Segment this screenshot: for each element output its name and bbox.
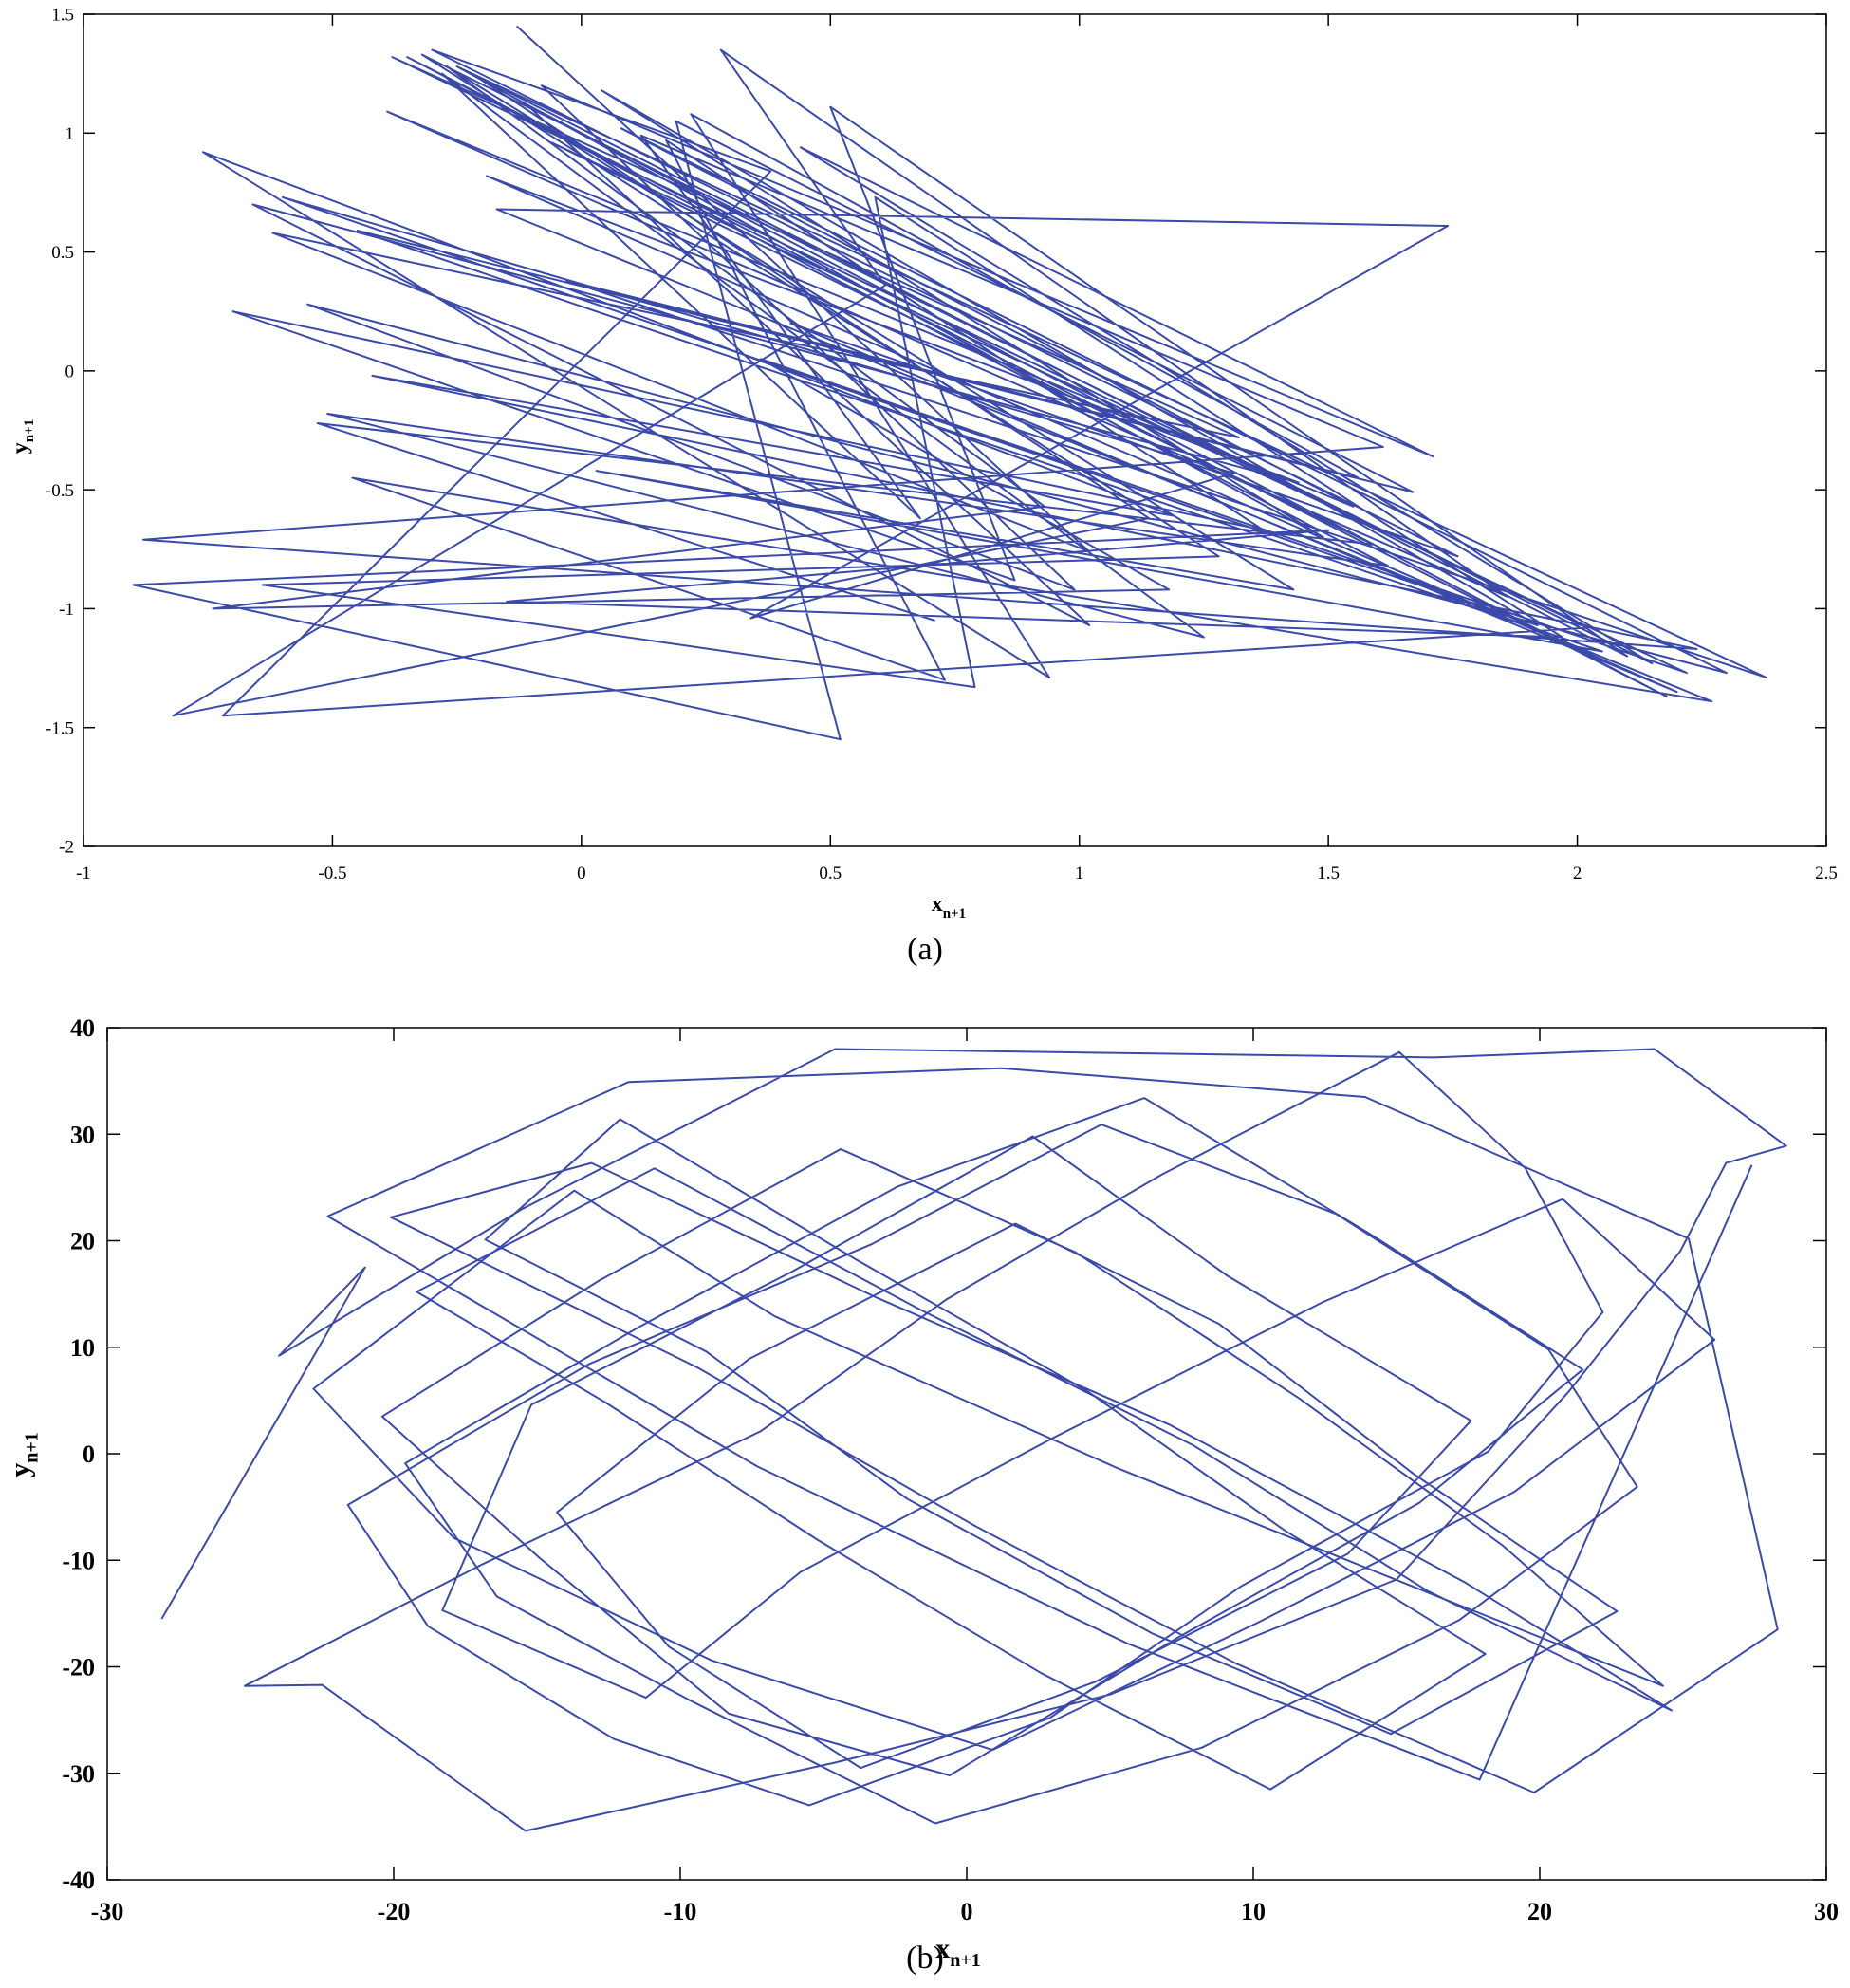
- y-tick-label: 1.5: [51, 6, 74, 26]
- y-axis-label: yn+1: [8, 419, 37, 454]
- y-tick-label: 20: [70, 1228, 95, 1255]
- y-tick-label: -30: [62, 1760, 95, 1788]
- y-axis-label: yn+1: [5, 1432, 43, 1477]
- x-tick-label: -0.5: [318, 864, 346, 883]
- series-line-b: [160, 1048, 1787, 1832]
- y-axis-label-main: y: [5, 1463, 36, 1477]
- caption-a: (a): [907, 932, 943, 967]
- y-axis-label-subscript: n+1: [22, 1432, 43, 1463]
- y-tick-label: 10: [70, 1334, 95, 1362]
- y-tick-label: 40: [70, 1014, 95, 1042]
- x-tick-label: 30: [1814, 1898, 1839, 1925]
- plot-b: -30 -20 -10 0 10 20 30-40-30-20-10010203040xn+…: [5, 1014, 1840, 1971]
- y-tick-label: -2: [59, 838, 74, 858]
- y-tick-label: 0.5: [51, 243, 74, 263]
- x-tick-label: 2: [1573, 864, 1582, 883]
- x-axis-label-subscript: n+1: [950, 1950, 981, 1971]
- x-tick-label: 0.5: [819, 864, 842, 883]
- x-tick-label: 0: [961, 1898, 973, 1925]
- x-axis-label-main: x: [932, 892, 943, 917]
- x-tick-label: -1: [76, 864, 91, 883]
- y-tick-label: -20: [62, 1654, 95, 1681]
- y-tick-label: -1.5: [46, 718, 74, 738]
- chart-a: -1 -0.5 0 0.5 1 1.5 2 2.5 -2 -1.5 -1 -0.5 0 0.5 1 1.5 xn…: [0, 0, 1850, 992]
- y-tick-label: -10: [62, 1547, 95, 1574]
- y-tick-label: 0: [83, 1440, 95, 1468]
- x-tick-label: -20: [378, 1898, 411, 1925]
- x-tick-label: -10: [664, 1898, 697, 1925]
- plot-a: -1 -0.5 0 0.5 1 1.5 2 2.5-2-1.5-1-0.500.511.5xn…: [8, 6, 1838, 921]
- chart-b: -30 -20 -10 0 10 20 30 -40 -30 -20 -10 0 10 20 30 40 xn+…: [0, 992, 1850, 1988]
- x-tick-label: 20: [1527, 1898, 1552, 1925]
- y-axis-label-main: y: [8, 442, 32, 454]
- x-axis-label: xn+1: [932, 892, 966, 921]
- y-tick-label: 0: [65, 362, 75, 382]
- y-tick-label: -0.5: [46, 481, 74, 501]
- y-tick-label: -1: [59, 600, 74, 620]
- axes-frame-b: [106, 1027, 1827, 1881]
- x-tick-label: 0: [577, 864, 586, 883]
- x-axis-label: xn+1: [935, 1933, 981, 1971]
- x-axis-label-main: x: [935, 1933, 950, 1964]
- x-tick-label: -30: [91, 1898, 124, 1925]
- series-line-a: [132, 25, 1767, 741]
- y-axis-label-subscript: n+1: [22, 419, 37, 442]
- axes-frame-a: [83, 13, 1827, 847]
- x-tick-label: 1.5: [1317, 864, 1340, 883]
- y-tick-label: -40: [62, 1867, 95, 1894]
- caption-b: (b): [906, 1941, 944, 1976]
- x-tick-label: 1: [1075, 864, 1084, 883]
- x-tick-label: 10: [1241, 1898, 1266, 1925]
- x-axis-label-subscript: n+1: [943, 906, 966, 921]
- y-tick-label: 30: [70, 1121, 95, 1148]
- y-tick-label: 1: [65, 124, 75, 144]
- x-tick-label: 2.5: [1815, 864, 1838, 883]
